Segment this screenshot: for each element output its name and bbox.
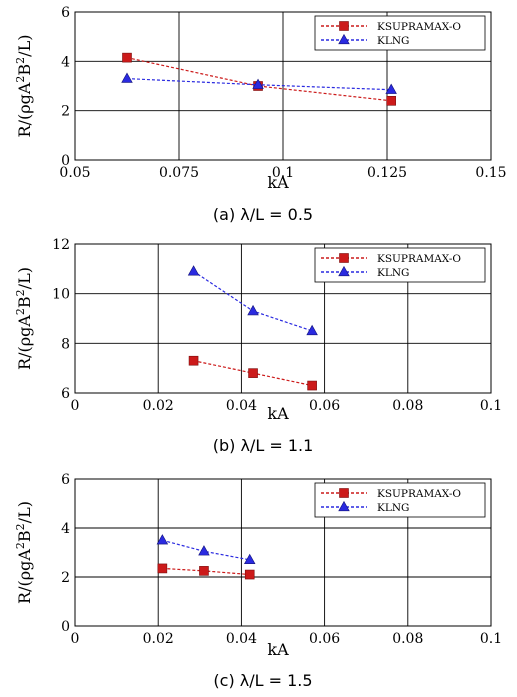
y-axis-title: R/(ρgA2B2/L) [14, 501, 35, 604]
data-point-square [386, 96, 396, 106]
legend-marker-triangle [338, 500, 350, 512]
x-tick-label: 0.08 [392, 398, 423, 414]
legend-marker-triangle [338, 265, 350, 277]
data-point-square [199, 566, 209, 576]
y-tick-label: 8 [61, 336, 70, 352]
panel-caption: (b) λ/L = 1.1 [213, 436, 314, 455]
y-tick-label: 4 [61, 54, 70, 70]
panel-caption: (a) λ/L = 0.5 [213, 205, 313, 224]
y-tick-label: 0 [61, 619, 70, 635]
data-point-square [157, 563, 168, 574]
legend-marker-square [339, 488, 349, 498]
legend-label: KSUPRAMAX-O [377, 253, 461, 265]
data-point-triangle [187, 265, 200, 276]
data-point-triangle [198, 545, 210, 556]
data-point-triangle [247, 304, 259, 316]
legend-label: KSUPRAMAX-O [377, 488, 461, 500]
x-tick-label: 0 [71, 631, 80, 647]
data-point-square [188, 355, 199, 366]
x-tick-label: 0.1 [272, 165, 294, 181]
y-tick-label: 2 [61, 570, 70, 586]
data-point-triangle [156, 534, 169, 545]
legend-marker-square [339, 253, 349, 263]
legend-label: KLNG [377, 35, 409, 47]
y-axis-title: R/(ρgA2B2/L) [14, 35, 35, 138]
x-tick-label: 0.04 [226, 631, 257, 647]
chart-panel-3: 0 0.02 0.04 0.06 0.08 0.1 0 2 4 6 kA R/(ρgA2B2/L) KS… [14, 472, 503, 690]
legend: KSUPRAMAX-O KLNG [314, 482, 486, 518]
data-point-triangle [243, 553, 256, 564]
y-tick-label: 12 [52, 237, 70, 253]
legend: KSUPRAMAX-O KLNG [314, 15, 486, 51]
legend-marker-square [339, 21, 349, 31]
x-tick-label: 0.1 [480, 631, 502, 647]
y-axis-title: R/(ρgA2B2/L) [14, 267, 35, 370]
y-tick-label: 0 [61, 153, 70, 169]
y-tick-label: 10 [52, 287, 70, 303]
chart-panel-2: 0 0.02 0.04 0.06 0.08 0.1 6 8 10 12 kA R/(ρgA2B2/L)… [14, 237, 503, 455]
x-tick-label: 0.075 [159, 165, 199, 181]
y-tick-label: 6 [61, 5, 70, 21]
legend-label: KLNG [377, 502, 409, 514]
y-tick-label: 2 [61, 104, 70, 120]
x-tick-label: 0.06 [309, 631, 340, 647]
y-tick-label: 4 [61, 521, 70, 537]
x-tick-label: 0.08 [392, 631, 423, 647]
data-point-triangle [121, 72, 133, 83]
data-point-square [122, 52, 132, 63]
x-tick-label: 0.05 [59, 165, 90, 181]
x-tick-label: 0 [71, 398, 80, 414]
chart-panel-1: 0.05 0.075 0.1 0.125 0.15 0 2 4 6 kA R/(ρgA2B2/L) K… [14, 5, 507, 224]
y-tick-label: 6 [61, 472, 70, 488]
data-point-triangle [252, 78, 264, 89]
x-tick-label: 0.02 [143, 398, 174, 414]
x-tick-label: 0.04 [226, 398, 257, 414]
panel-caption: (c) λ/L = 1.5 [213, 671, 312, 690]
data-point-triangle [306, 324, 318, 336]
x-tick-label: 0.125 [367, 165, 407, 181]
x-tick-label: 0.06 [309, 398, 340, 414]
x-axis-title: kA [267, 404, 289, 423]
x-tick-label: 0.1 [480, 398, 502, 414]
x-tick-label: 0.15 [475, 165, 506, 181]
legend-marker-triangle [338, 33, 350, 45]
data-point-square [307, 380, 317, 391]
data-point-triangle [385, 83, 397, 94]
legend: KSUPRAMAX-O KLNG [314, 247, 486, 283]
data-point-square [248, 368, 258, 378]
legend-label: KSUPRAMAX-O [377, 21, 461, 33]
x-axis-title: kA [267, 640, 289, 659]
data-point-square [244, 569, 255, 580]
legend-label: KLNG [377, 267, 409, 279]
x-axis-title: kA [267, 173, 289, 192]
x-tick-label: 0.02 [143, 631, 174, 647]
y-tick-label: 6 [61, 386, 70, 402]
